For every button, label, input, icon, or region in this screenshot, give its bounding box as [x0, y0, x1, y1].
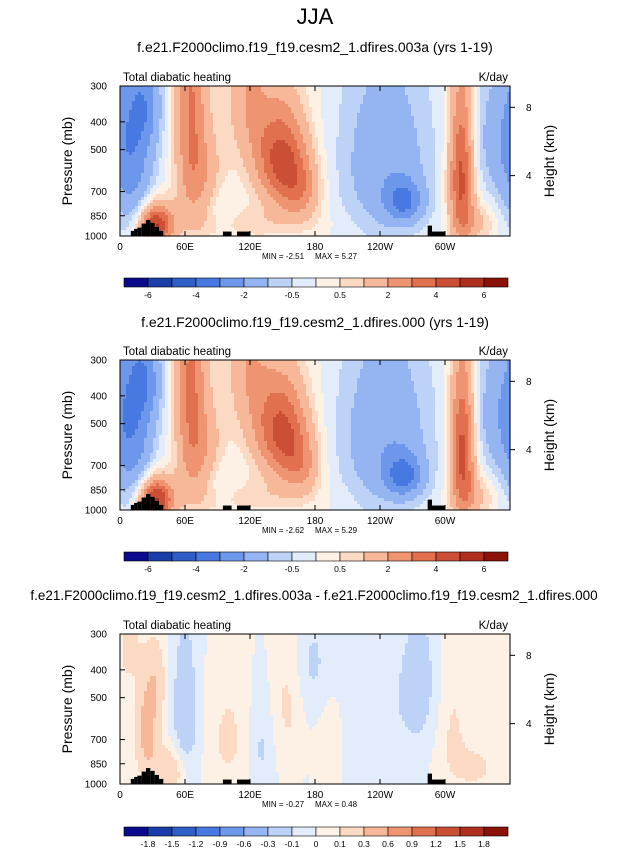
panel-title: f.e21.F2000climo.f19_f19.cesm2_1.dfires.…: [137, 39, 493, 55]
heatmap-field: [120, 86, 511, 237]
figure-title: JJA: [297, 4, 334, 29]
panel-1: f.e21.F2000climo.f19_f19.cesm2_1.dfires.…: [59, 39, 557, 300]
figure: JJA f.e21.F2000climo.f19_f19.cesm2_1.dfi…: [0, 0, 631, 851]
units-label: K/day: [479, 72, 509, 84]
left-label: Total diabatic heating: [123, 72, 231, 84]
